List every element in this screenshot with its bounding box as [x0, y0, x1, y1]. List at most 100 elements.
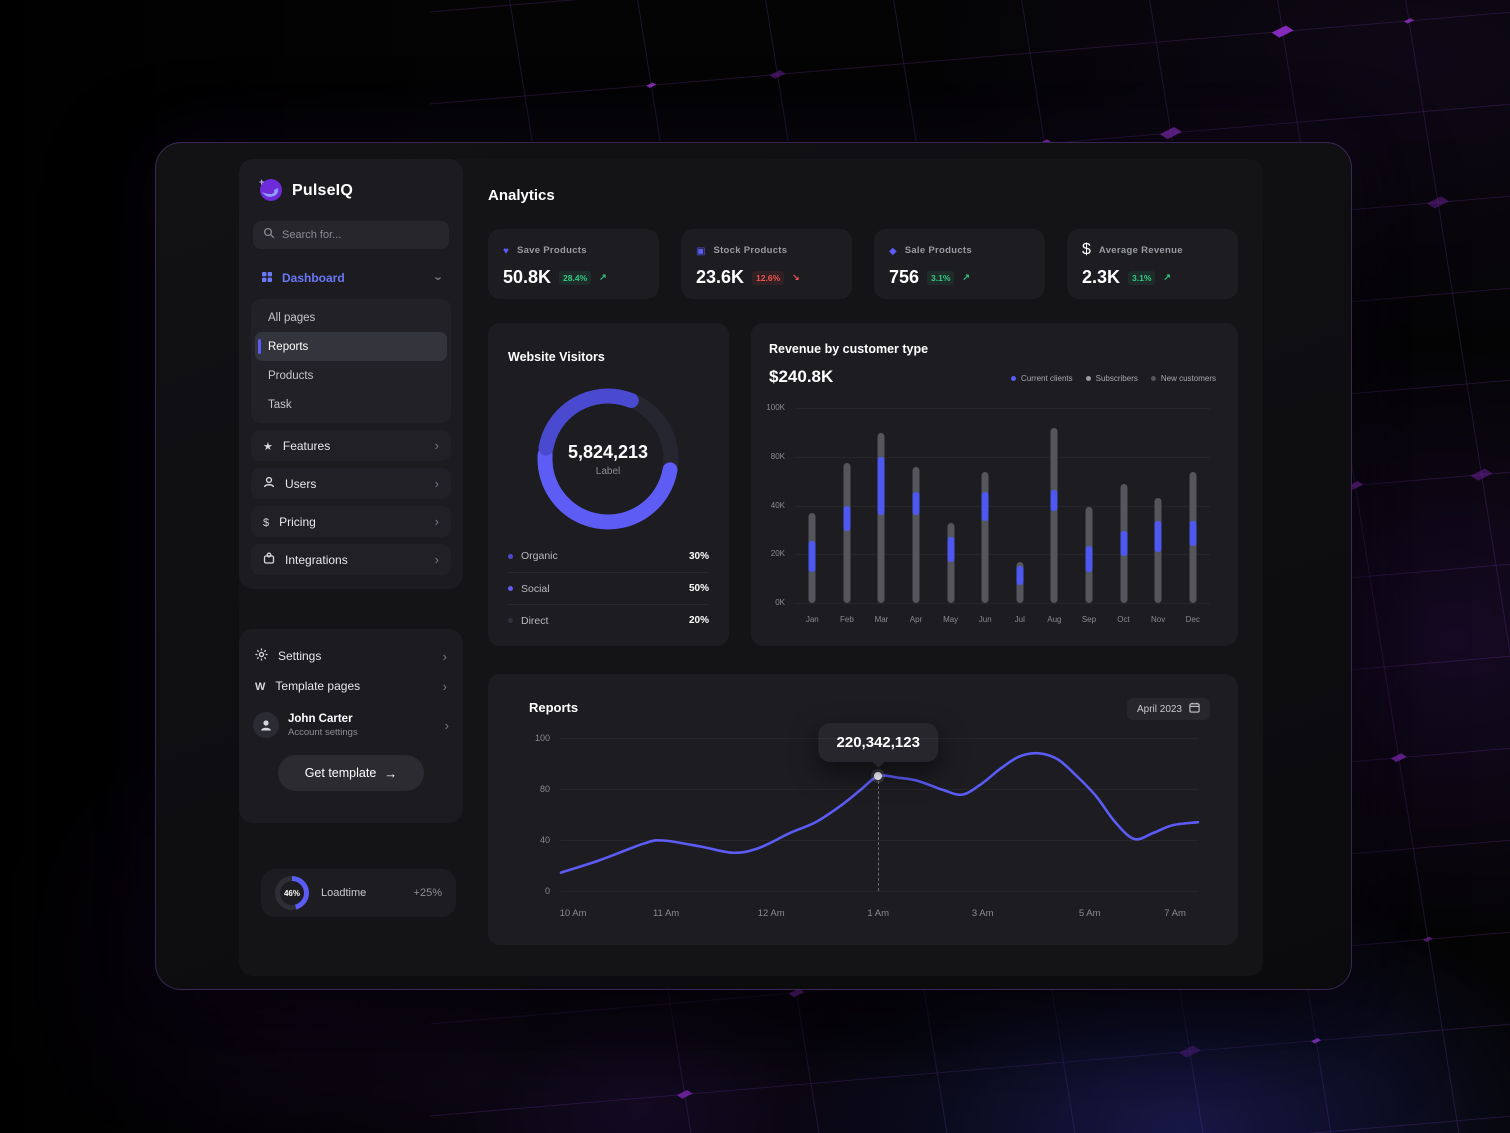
stat-card-sale-products[interactable]: ◆ Sale Products 756 3.1% ↗ — [874, 229, 1045, 299]
stat-delta: 12.6% — [752, 270, 785, 285]
axis-tick-label: Sep — [1081, 615, 1097, 624]
gridline — [561, 738, 1198, 739]
axis-tick-label: 10 Am — [559, 908, 587, 919]
bar-highlight — [1154, 521, 1162, 553]
axis-tick-label: 11 Am — [652, 908, 680, 919]
app-window: + PulseIQ Dashboard › — [155, 142, 1352, 990]
legend-item-organic: Organic 30% — [508, 540, 709, 572]
legend-label: Social — [521, 582, 550, 595]
bar-highlight — [981, 491, 989, 522]
bar-feb[interactable] — [843, 462, 851, 603]
bar-highlight — [843, 505, 851, 531]
stat-label: Stock Products — [713, 244, 788, 256]
stat-value: 50.8K — [503, 267, 552, 287]
heart-icon: ♥ — [503, 246, 509, 257]
line-chart: 220,342,123 — [561, 723, 1198, 892]
gridline — [561, 891, 1198, 892]
donut-value: 5,824,213 — [567, 441, 649, 462]
chevron-right-icon: › — [434, 476, 439, 491]
sidebar-item-template-pages[interactable]: W Template pages › — [239, 671, 463, 701]
sidebar-item-label: Features — [282, 438, 331, 453]
axis-tick-label: 5 Am — [1078, 908, 1101, 919]
chevron-right-icon: › — [434, 514, 439, 529]
reports-card: Reports April 2023 100 80 40 0 220,342,123 — [488, 674, 1238, 945]
sidebar-item-label: Pricing — [279, 514, 316, 529]
bar-apr[interactable] — [912, 466, 920, 603]
legend-dot — [508, 618, 513, 623]
sidebar-main-card: + PulseIQ Dashboard › — [239, 159, 463, 589]
stat-label: Save Products — [516, 244, 587, 256]
loadtime-ring: 46% — [275, 876, 309, 910]
sidebar-subitem-task[interactable]: Task — [255, 390, 447, 419]
sidebar: + PulseIQ Dashboard › — [239, 159, 463, 976]
axis-tick-label: Feb — [839, 615, 854, 624]
chevron-right-icon: › — [434, 552, 439, 567]
axis-tick-label: Jan — [805, 615, 819, 624]
legend-dot — [1150, 376, 1156, 381]
bar-highlight — [1120, 530, 1128, 557]
axis-tick-label: 40K — [770, 500, 785, 510]
card-title: Website Visitors — [508, 350, 605, 364]
axis-tick-label: Jul — [1014, 615, 1025, 624]
date-filter[interactable]: April 2023 — [1126, 698, 1210, 720]
cta-label: Get template — [304, 766, 377, 780]
sidebar-item-users[interactable]: Users › — [251, 468, 451, 499]
gridline — [795, 505, 1210, 507]
sidebar-item-label: Users — [285, 476, 317, 491]
stat-header: ♥ Save Products — [503, 241, 644, 259]
axis-tick-label: Apr — [909, 615, 923, 624]
stat-card-average-revenue[interactable]: $ Average Revenue 2.3K 3.1% ↗ — [1067, 229, 1238, 299]
sidebar-footer-card: Settings › W Template pages › John Carter Ac… — [239, 629, 463, 823]
legend-label: Subscribers — [1095, 374, 1138, 383]
sidebar-item-dashboard[interactable]: Dashboard › — [251, 263, 451, 293]
date-filter-value: April 2023 — [1136, 703, 1182, 715]
axis-tick-label: 7 Am — [1164, 908, 1186, 919]
puzzle-icon — [263, 552, 275, 567]
stat-card-stock-products[interactable]: ▣ Stock Products 23.6K 12.6% ↘ — [681, 229, 852, 299]
legend-item-direct: Direct 20% — [508, 604, 709, 636]
app-logo[interactable]: + PulseIQ — [239, 177, 463, 205]
stat-body: 50.8K 28.4% ↗ — [503, 267, 644, 288]
axis-tick-label: 0K — [775, 598, 785, 607]
bar-highlight — [947, 536, 955, 563]
get-template-button[interactable]: Get template → — [278, 755, 424, 791]
sidebar-sections: ★ Features › Users › $ Pricing › Integrations › — [239, 430, 463, 575]
sidebar-item-features[interactable]: ★ Features › — [251, 430, 451, 461]
stat-header: ▣ Stock Products — [696, 241, 837, 259]
sidebar-item-pricing[interactable]: $ Pricing › — [251, 506, 451, 537]
legend-dot — [1011, 376, 1017, 381]
bar-may[interactable] — [947, 523, 955, 603]
search-box[interactable] — [253, 221, 449, 249]
sidebar-subitem-reports[interactable]: Reports — [255, 332, 447, 361]
bar-jun[interactable] — [981, 472, 989, 603]
loadtime-percent: 46% — [283, 888, 300, 898]
legend-label: Direct — [521, 614, 549, 627]
sidebar-item-label: Dashboard — [282, 271, 345, 285]
gridline — [561, 840, 1198, 841]
line-chart-y-axis: 100 80 40 0 — [508, 733, 550, 896]
axis-tick-label: 0 — [544, 886, 550, 896]
chevron-right-icon: › — [442, 648, 447, 664]
w-icon: W — [255, 681, 266, 693]
sidebar-item-label: Template pages — [275, 679, 361, 693]
stat-body: 23.6K 12.6% ↘ — [696, 267, 837, 288]
legend-value: 50% — [688, 583, 709, 594]
sidebar-item-integrations[interactable]: Integrations › — [251, 544, 451, 575]
main-content: Analytics ♥ Save Products 50.8K 28.4% ↗ ▣ Stoc… — [488, 159, 1238, 976]
stats-row: ♥ Save Products 50.8K 28.4% ↗ ▣ Stock Products… — [488, 229, 1238, 299]
bar-aug[interactable] — [1050, 427, 1058, 603]
sidebar-item-settings[interactable]: Settings › — [239, 641, 463, 671]
bar-chart-legend: Current clients Subscribers New customers — [1011, 374, 1216, 383]
bar-mar[interactable] — [877, 433, 885, 603]
gridline — [561, 789, 1198, 790]
search-input[interactable] — [282, 229, 422, 241]
sidebar-subitem-products[interactable]: Products — [255, 361, 447, 390]
stat-card-save-products[interactable]: ♥ Save Products 50.8K 28.4% ↗ — [488, 229, 659, 299]
sidebar-subitem-all-pages[interactable]: All pages — [255, 303, 447, 332]
axis-tick-label: Dec — [1185, 615, 1200, 624]
legend-value: 30% — [688, 550, 709, 562]
axis-tick-label: 80K — [770, 451, 785, 461]
axis-tick-label: Mar — [874, 615, 889, 624]
account-settings[interactable]: John Carter Account settings › — [239, 707, 463, 743]
subitem-label: Products — [268, 369, 314, 382]
